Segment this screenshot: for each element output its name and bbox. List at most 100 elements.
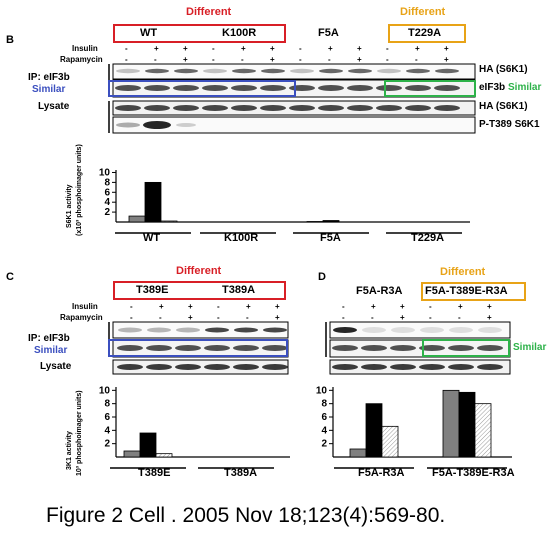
b-bands-band-27 <box>377 68 401 74</box>
panel-d-group-f5a-t389e-r3a: F5A-T389E-R3A <box>425 285 508 297</box>
b-bands-band-16 <box>260 85 286 91</box>
b-ins-sign-6: - <box>299 44 302 53</box>
panel-b-band-label-ha-lysate: HA (S6K1) <box>479 101 528 112</box>
d-bands-band-3 <box>362 327 386 333</box>
chart-b-bar-2-1 <box>322 220 340 223</box>
panel-b-group-t229a: T229A <box>408 27 442 39</box>
panel-c-insulin-label: Insulin <box>72 302 98 311</box>
b-bands-band-24 <box>348 68 372 74</box>
panel-b-band-label-ha-ip: HA (S6K1) <box>479 64 528 75</box>
b-bands-band-29 <box>376 105 402 111</box>
c-bands-band-11 <box>204 364 230 370</box>
panel-b-similar-left: Similar <box>32 84 66 95</box>
b-ins-sign-11: + <box>444 44 449 53</box>
panel-b-letter: B <box>6 34 14 46</box>
d-bands-band-4 <box>361 345 387 351</box>
c-bands-band-13 <box>233 345 259 351</box>
b-rap-sign-11: + <box>444 55 449 64</box>
d-ins-sign-1: + <box>371 302 376 311</box>
panel-c-similar: Similar <box>34 345 68 356</box>
b-bands-band-28 <box>376 85 402 91</box>
d-ins-sign-2: + <box>400 302 405 311</box>
c-rap-sign-5: + <box>275 313 280 322</box>
b-rap-sign-0: - <box>125 55 128 64</box>
panel-b-xtick-f5a: F5A <box>320 232 341 244</box>
b-rap-sign-8: + <box>357 55 362 64</box>
b-rap-sign-10: - <box>415 55 418 64</box>
c-bands-band-0 <box>118 327 142 333</box>
b-bands-band-22 <box>318 85 344 91</box>
panel-b-gold-box <box>388 24 466 43</box>
panel-d-letter: D <box>318 271 326 283</box>
chart-c-bar-0-2 <box>155 453 173 458</box>
b-rap-sign-6: - <box>299 55 302 64</box>
c-bands-band-3 <box>147 327 171 333</box>
c-rap-sign-1: - <box>159 313 162 322</box>
b-bands-band-32 <box>405 105 431 111</box>
panel-b-band-label-pt389: P-T389 S6K1 <box>479 119 540 130</box>
d-bands-band-9 <box>420 327 444 333</box>
b-ins-sign-4: + <box>241 44 246 53</box>
c-bands-band-6 <box>176 327 200 333</box>
d-bands-band-6 <box>391 327 415 333</box>
b-ins-sign-8: + <box>357 44 362 53</box>
panel-b-ip-label: IP: eIF3b <box>28 72 70 83</box>
d-rap-sign-2: + <box>400 313 405 322</box>
b-bands-band-10 <box>202 85 228 91</box>
c-bands-band-17 <box>262 364 288 370</box>
panel-c-rapamycin-label: Rapamycin <box>60 313 103 322</box>
b-rap-sign-9: - <box>386 55 389 64</box>
chart-b-bar-0-1 <box>144 181 162 223</box>
d-bands-band-11 <box>419 364 445 370</box>
chart-d-bar-0-0 <box>349 448 367 458</box>
b-bands-band-25 <box>347 85 373 91</box>
c-bands-band-2 <box>117 364 143 370</box>
c-bands-band-5 <box>146 364 172 370</box>
c-bands-band-4 <box>146 345 172 351</box>
chart-d-bar-1-0 <box>442 389 460 458</box>
c-ins-sign-0: - <box>130 302 133 311</box>
chart-d-ytick-label-4: 4 <box>321 425 327 436</box>
d-ins-sign-5: + <box>487 302 492 311</box>
panel-b-group-wt: WT <box>140 27 158 39</box>
b-bands-band-0 <box>116 68 140 74</box>
panel-b-group-f5a: F5A <box>318 27 339 39</box>
d-bands-band-13 <box>448 345 474 351</box>
b-ins-sign-3: - <box>212 44 215 53</box>
c-bands-band-10 <box>204 345 230 351</box>
panel-b-blue-box <box>108 80 296 97</box>
c-bands-band-12 <box>234 327 258 333</box>
panel-b-different-right: Different <box>400 6 446 18</box>
panel-b-xtick-k100r: K100R <box>224 232 259 244</box>
c-bands-band-1 <box>117 345 143 351</box>
d-bands-band-0 <box>333 327 357 333</box>
panel-c-lysate-label: Lysate <box>40 361 72 372</box>
panel-c-red-box <box>113 281 286 300</box>
b-bands-band-26 <box>347 105 373 111</box>
chart-d-bar-1-1 <box>458 391 476 458</box>
d-bands-band-17 <box>477 364 503 370</box>
panel-b-insulin-label: Insulin <box>72 44 98 53</box>
d-ins-sign-4: + <box>458 302 463 311</box>
panel-d-green-box <box>422 339 510 357</box>
panel-b-band-label-eif3b: eIF3b <box>479 82 506 93</box>
d-rap-sign-3: - <box>429 313 432 322</box>
chart-c-ytick-label-10: 10 <box>99 385 111 396</box>
d-rap-sign-4: - <box>458 313 461 322</box>
b-bands-band-38 <box>176 123 196 127</box>
b-bands-band-8 <box>173 105 199 111</box>
d-bands-band-15 <box>478 327 502 333</box>
panel-b-lysate-label: Lysate <box>38 101 70 112</box>
chart-b-ytick-label-4: 4 <box>104 197 110 208</box>
b-ins-sign-1: + <box>154 44 159 53</box>
c-bands-band-15 <box>263 327 287 333</box>
b-ins-sign-9: - <box>386 44 389 53</box>
chart-b-ytick-label-8: 8 <box>104 177 110 188</box>
panel-c-group-t389a: T389A <box>222 284 256 296</box>
c-ins-sign-3: - <box>217 302 220 311</box>
b-bands-band-14 <box>231 105 257 111</box>
b-bands-band-7 <box>173 85 199 91</box>
b-bands-band-9 <box>203 68 227 74</box>
